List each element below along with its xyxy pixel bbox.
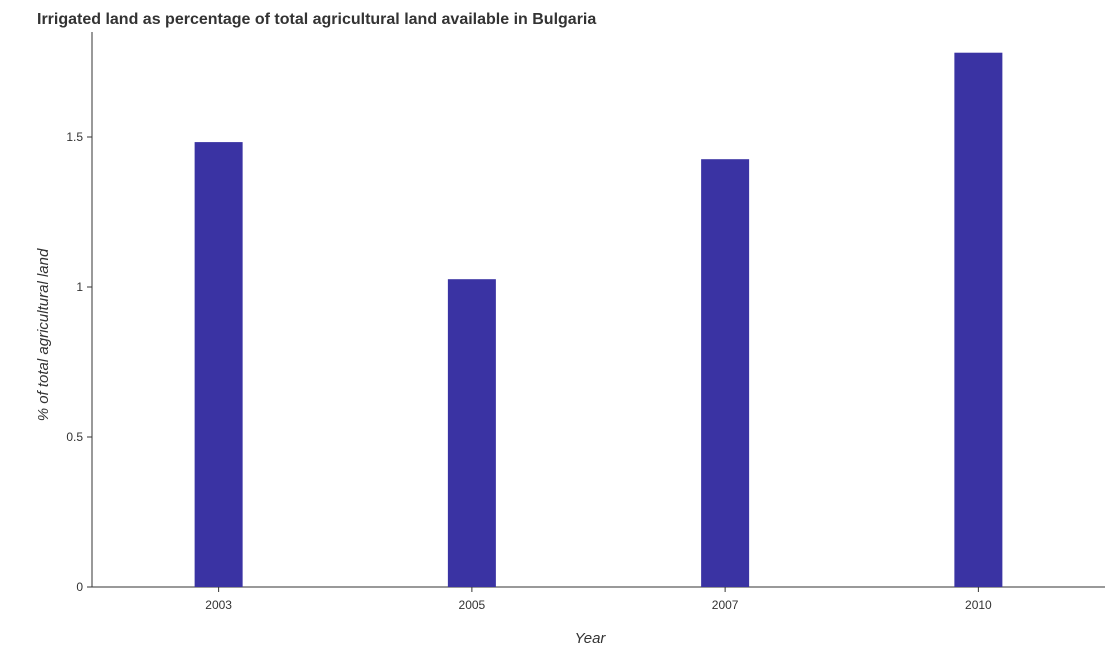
y-axis: 0 0.5 1 1.5	[66, 32, 93, 594]
y-tick-label: 1.5	[66, 130, 83, 144]
x-tick-label: 2003	[205, 598, 232, 612]
x-tick-label: 2010	[965, 598, 992, 612]
x-tick-label: 2007	[712, 598, 739, 612]
bar-2003	[194, 142, 243, 587]
y-tick-label: 0	[76, 580, 83, 594]
x-axis-label: Year	[575, 630, 607, 647]
x-tick-label: 2005	[459, 598, 486, 612]
y-axis-label: % of total agricultural land	[35, 248, 52, 421]
bar-2005	[447, 279, 496, 587]
bar-2010	[954, 52, 1003, 587]
y-tick-label: 0.5	[66, 430, 83, 444]
bars	[194, 52, 1003, 587]
chart-title: Irrigated land as percentage of total ag…	[37, 11, 596, 28]
bar-2007	[701, 159, 750, 587]
y-tick-label: 1	[76, 280, 83, 294]
x-axis: 2003 2005 2007 2010	[92, 586, 1105, 612]
